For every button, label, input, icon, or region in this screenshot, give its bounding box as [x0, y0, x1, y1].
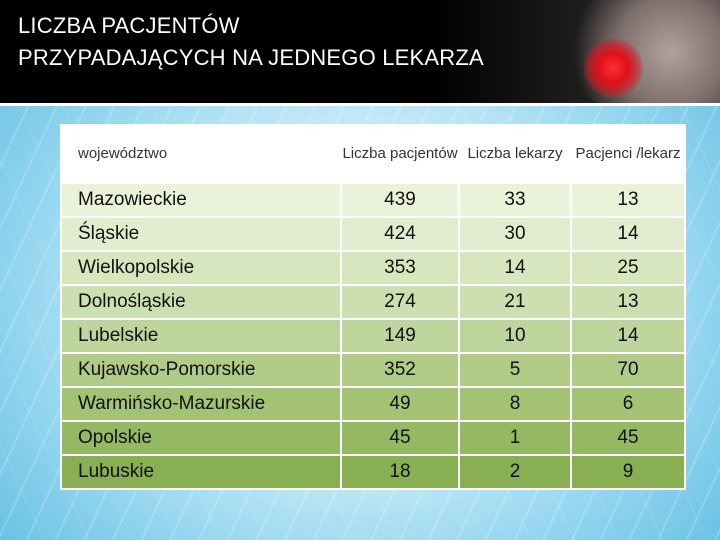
table-row: Kujawsko-Pomorskie 352 5 70: [60, 352, 686, 388]
doctors-cell: 2: [458, 454, 572, 490]
table-row: Lubelskie 149 10 14: [60, 318, 686, 354]
header-patients: Liczba pacjentów: [340, 124, 460, 184]
voivodeship-cell: Lubuskie: [60, 454, 342, 490]
ratio-cell: 14: [570, 318, 686, 354]
doctors-cell: 8: [458, 386, 572, 422]
table-row: Lubuskie 18 2 9: [60, 454, 686, 490]
slide-title: LICZBA PACJENTÓW PRZYPADAJĄCYCH NA JEDNE…: [18, 10, 538, 74]
doctors-cell: 21: [458, 284, 572, 320]
header-doctors: Liczba lekarzy: [458, 124, 572, 184]
table-row: Warmińsko-Mazurskie 49 8 6: [60, 386, 686, 422]
table-body: Mazowieckie 439 33 13 Śląskie 424 30 14 Wielkopo…: [60, 182, 686, 490]
ratio-cell: 70: [570, 352, 686, 388]
voivodeship-cell: Mazowieckie: [60, 182, 342, 218]
doctors-cell: 5: [458, 352, 572, 388]
ratio-cell: 14: [570, 216, 686, 252]
ratio-cell: 25: [570, 250, 686, 286]
patients-cell: 18: [340, 454, 460, 490]
patients-cell: 439: [340, 182, 460, 218]
table-row: Mazowieckie 439 33 13: [60, 182, 686, 218]
patients-cell: 49: [340, 386, 460, 422]
header-voivodeship: województwo: [60, 124, 342, 184]
table-row: Opolskie 45 1 45: [60, 420, 686, 456]
title-line-1: LICZBA PACJENTÓW: [18, 13, 240, 38]
patients-cell: 424: [340, 216, 460, 252]
voivodeship-cell: Wielkopolskie: [60, 250, 342, 286]
shoulder-image: [560, 0, 720, 103]
voivodeship-cell: Dolnośląskie: [60, 284, 342, 320]
voivodeship-cell: Warmińsko-Mazurskie: [60, 386, 342, 422]
table-row: Wielkopolskie 353 14 25: [60, 250, 686, 286]
title-divider: [0, 103, 720, 106]
patients-cell: 149: [340, 318, 460, 354]
voivodeship-cell: Śląskie: [60, 216, 342, 252]
patients-cell: 352: [340, 352, 460, 388]
ratio-cell: 6: [570, 386, 686, 422]
pain-highlight: [583, 38, 643, 98]
patients-cell: 353: [340, 250, 460, 286]
voivodeship-cell: Opolskie: [60, 420, 342, 456]
doctors-cell: 14: [458, 250, 572, 286]
table-header-row: województwo Liczba pacjentów Liczba leka…: [60, 124, 686, 184]
header-ratio: Pacjenci /lekarz: [570, 124, 686, 184]
doctors-cell: 10: [458, 318, 572, 354]
ratio-cell: 13: [570, 182, 686, 218]
ratio-cell: 9: [570, 454, 686, 490]
patients-cell: 45: [340, 420, 460, 456]
doctors-cell: 33: [458, 182, 572, 218]
table-row: Śląskie 424 30 14: [60, 216, 686, 252]
voivodeship-cell: Lubelskie: [60, 318, 342, 354]
patients-cell: 274: [340, 284, 460, 320]
ratio-cell: 13: [570, 284, 686, 320]
table-row: Dolnośląskie 274 21 13: [60, 284, 686, 320]
doctors-cell: 30: [458, 216, 572, 252]
patients-per-doctor-table: województwo Liczba pacjentów Liczba leka…: [60, 124, 686, 490]
title-banner: LICZBA PACJENTÓW PRZYPADAJĄCYCH NA JEDNE…: [0, 0, 720, 103]
voivodeship-cell: Kujawsko-Pomorskie: [60, 352, 342, 388]
doctors-cell: 1: [458, 420, 572, 456]
title-line-2: PRZYPADAJĄCYCH NA JEDNEGO LEKARZA: [18, 45, 484, 70]
ratio-cell: 45: [570, 420, 686, 456]
